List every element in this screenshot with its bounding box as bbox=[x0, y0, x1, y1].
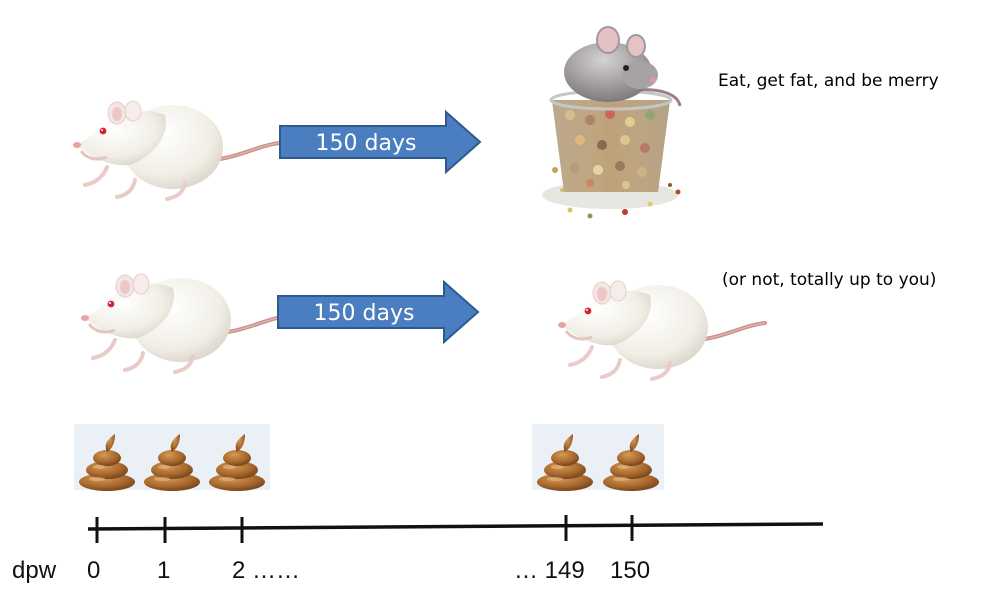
poop-icon bbox=[209, 434, 265, 491]
poop-icon bbox=[603, 434, 659, 491]
timeline-tick-label: 1 bbox=[157, 557, 171, 584]
poop-icon bbox=[79, 434, 135, 491]
rat-icon bbox=[79, 272, 290, 374]
arrow-label: 150 days bbox=[314, 301, 415, 326]
rat-icon bbox=[556, 279, 767, 381]
rat-icon bbox=[71, 99, 282, 201]
duration-arrow: 150 days bbox=[279, 109, 482, 175]
poop-icon bbox=[537, 434, 593, 491]
poop-icon bbox=[144, 434, 200, 491]
mouse-on-seed-bowl-icon bbox=[542, 26, 682, 219]
caption-bottom: (or not, totally up to you) bbox=[722, 270, 937, 290]
duration-arrow: 150 days bbox=[277, 279, 480, 345]
arrow-label: 150 days bbox=[316, 131, 417, 156]
timeline-unit-label: dpw bbox=[12, 557, 57, 584]
timeline-tick-label: 150 bbox=[610, 557, 651, 584]
timeline-axis bbox=[87, 515, 824, 543]
caption-top: Eat, get fat, and be merry bbox=[718, 71, 939, 91]
timeline-tick-label: 0 bbox=[87, 557, 101, 584]
timeline-tick-label: … 149 bbox=[514, 557, 585, 584]
timeline-tick-label: 2 …… bbox=[232, 557, 301, 584]
